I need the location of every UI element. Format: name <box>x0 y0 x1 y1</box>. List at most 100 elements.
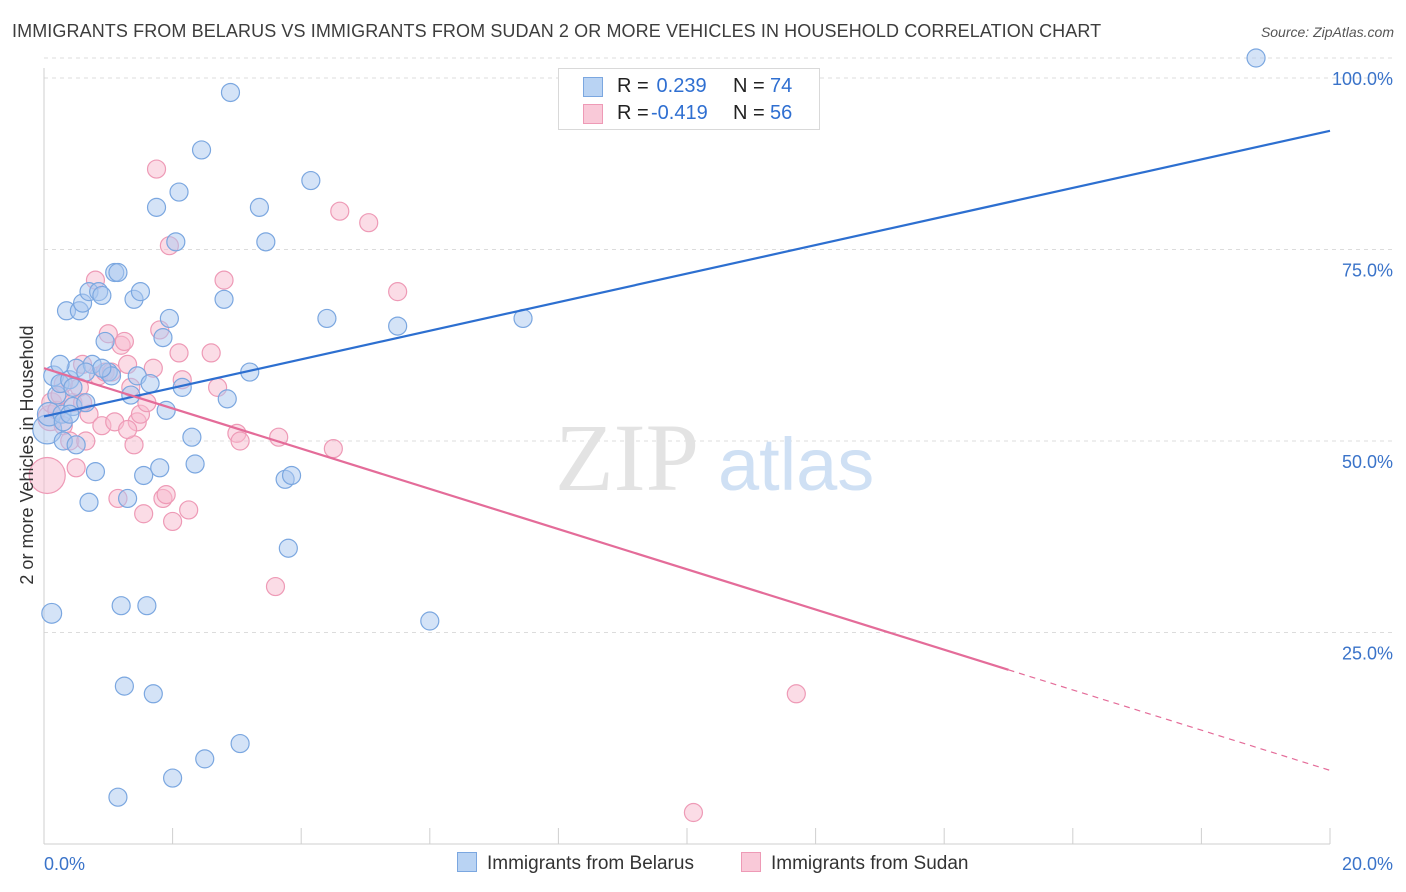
legend-row-sudan: R = -0.419 N = 56 <box>559 101 821 127</box>
belarus-point <box>95 331 115 352</box>
sudan-trend-line-extension <box>1008 669 1331 771</box>
belarus-point <box>114 676 134 696</box>
belarus-point <box>230 733 250 754</box>
belarus-point <box>220 82 241 103</box>
belarus-point <box>66 435 86 455</box>
sudan-point <box>786 684 806 704</box>
belarus-point <box>111 596 131 616</box>
belarus-point <box>159 308 179 329</box>
sudan-point <box>265 576 286 597</box>
sudan-point <box>169 343 189 363</box>
y-tick-label: 100.0% <box>1332 69 1393 89</box>
belarus-point <box>256 232 276 252</box>
sudan-point <box>201 343 221 363</box>
sudan-point <box>388 282 408 302</box>
sudan-point <box>179 500 199 520</box>
sudan-point <box>134 504 154 524</box>
belarus-point <box>166 232 186 252</box>
belarus-point <box>134 465 154 486</box>
belarus-legend-swatch <box>457 852 477 872</box>
legend-r-value: -0.419 <box>651 102 708 124</box>
belarus-point <box>169 182 189 202</box>
belarus-point <box>143 684 163 704</box>
y-tick-label: 25.0% <box>1342 644 1393 664</box>
belarus-point <box>41 602 63 624</box>
sudan-point <box>269 427 289 447</box>
sudan-point <box>323 439 343 459</box>
belarus-point <box>60 404 80 424</box>
belarus-point <box>130 282 151 302</box>
sudan-point <box>114 331 134 352</box>
sudan-point <box>359 213 379 233</box>
legend-n-value: 56 <box>770 102 793 124</box>
legend-r-label: R = <box>617 75 649 97</box>
sudan-point <box>163 511 183 532</box>
belarus-point <box>108 787 128 807</box>
gridlines <box>44 57 1392 633</box>
belarus-point <box>92 358 112 378</box>
trend-lines <box>43 129 1331 771</box>
sudan-point <box>146 159 167 179</box>
tick-labels: 25.0% 50.0% 75.0% 100.0% 0.0% 20.0% <box>44 69 1393 874</box>
belarus-point <box>278 538 298 558</box>
belarus-point <box>117 488 138 509</box>
legend-r-value: 0.239 <box>651 75 707 97</box>
belarus-point <box>150 458 170 478</box>
chart-title: IMMIGRANTS FROM BELARUS VS IMMIGRANTS FR… <box>12 21 1102 41</box>
axes <box>43 68 1331 845</box>
bottom-legend-belarus: Immigrants from Belarus <box>457 852 694 875</box>
legend-row-belarus: R = 0.239 N = 74 <box>559 74 821 100</box>
belarus-point <box>214 289 234 309</box>
x-tick-label: 0.0% <box>44 854 85 874</box>
belarus-point <box>153 327 173 348</box>
x-tick-label: 20.0% <box>1342 854 1393 874</box>
belarus-point <box>108 262 128 283</box>
belarus-point <box>249 197 270 217</box>
sudan-point <box>230 431 250 451</box>
belarus-point <box>146 197 167 217</box>
belarus-point <box>191 140 212 160</box>
sudan-legend-label: Immigrants from Sudan <box>771 853 969 874</box>
belarus-point <box>163 768 183 788</box>
belarus-point <box>1246 48 1266 68</box>
belarus-point <box>420 611 440 631</box>
correlation-legend: R = 0.239 N = 74 R = -0.419 N = 56 <box>558 68 820 130</box>
sudan-trend-line <box>43 367 1009 671</box>
belarus-point <box>63 377 83 397</box>
watermark-zip: ZIP <box>555 404 699 511</box>
sudan-point <box>117 419 138 440</box>
belarus-point <box>388 316 408 336</box>
source-credit: Source: ZipAtlas.com <box>1260 24 1394 40</box>
sudan-point <box>28 456 66 495</box>
sudan-point <box>683 802 704 823</box>
legend-r-label: R = <box>617 102 649 124</box>
belarus-trend-line <box>43 129 1331 418</box>
bottom-legend-sudan: Immigrants from Sudan <box>741 852 968 875</box>
belarus-point <box>140 373 160 394</box>
watermark: ZIP atlas <box>555 404 874 511</box>
belarus-point <box>79 492 99 512</box>
legend-n-value: 74 <box>770 75 793 97</box>
belarus-point <box>85 462 106 482</box>
belarus-point <box>281 465 302 486</box>
sudan-legend-swatch <box>741 852 761 872</box>
sudan-point <box>214 270 234 290</box>
belarus-point <box>195 749 215 769</box>
y-axis-label: 2 or more Vehicles in Household <box>17 325 37 584</box>
y-tick-label: 75.0% <box>1342 261 1393 281</box>
belarus-point <box>185 454 205 474</box>
belarus-swatch <box>583 77 603 97</box>
sudan-point <box>156 485 176 505</box>
y-tick-label: 50.0% <box>1342 452 1393 472</box>
belarus-point <box>301 170 321 191</box>
watermark-atlas: atlas <box>718 423 874 506</box>
sudan-point <box>66 458 86 478</box>
legend-n-label: N = <box>733 75 765 97</box>
belarus-point <box>92 285 112 306</box>
belarus-point <box>217 389 237 409</box>
legend-n-label: N = <box>733 102 765 124</box>
sudan-point <box>330 201 350 221</box>
belarus-point <box>137 596 157 616</box>
belarus-legend-label: Immigrants from Belarus <box>487 853 694 874</box>
